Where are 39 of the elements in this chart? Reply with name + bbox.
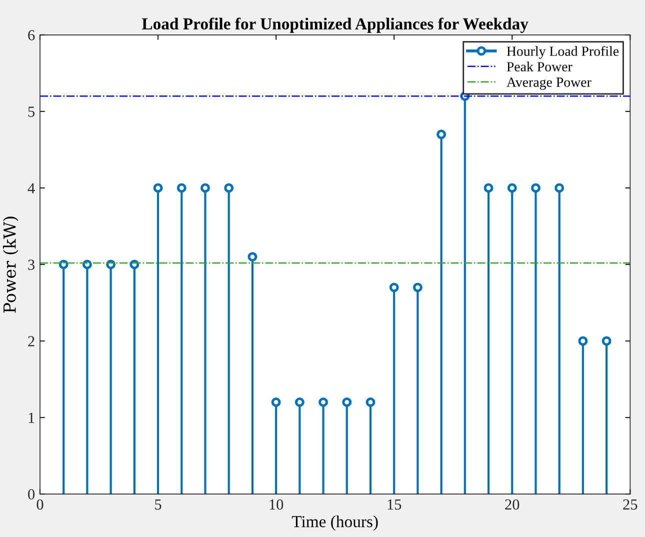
legend-label: Hourly Load Profile — [506, 46, 619, 59]
x-axis-title: Time (hours) — [292, 516, 378, 531]
point — [531, 183, 540, 193]
point — [554, 183, 564, 193]
x-tick-label: 5 — [155, 500, 162, 510]
x-tick-label: 15 — [388, 499, 402, 510]
y-tick-label: 4 — [28, 183, 35, 194]
point — [578, 336, 588, 346]
y-tick-label: 1 — [28, 412, 34, 423]
point — [153, 183, 163, 193]
point — [200, 183, 210, 193]
y-tick-label: 6 — [28, 30, 35, 40]
point — [224, 183, 234, 193]
x-tick-label: 0 — [36, 499, 44, 510]
point — [58, 260, 68, 270]
x-tick-label: 10 — [270, 499, 284, 510]
point — [366, 397, 376, 407]
point — [294, 397, 304, 407]
y-tick-label: 2 — [28, 336, 34, 346]
point — [248, 252, 258, 262]
point — [271, 397, 281, 407]
point — [436, 130, 446, 140]
point — [507, 183, 517, 193]
point — [484, 183, 494, 193]
point — [389, 282, 399, 292]
legend-label: Peak Power — [506, 62, 572, 72]
x-tick-label: 20 — [505, 499, 520, 510]
chart-title: Load Profile for Unoptimized Appliances for Weekday — [142, 18, 528, 33]
point — [342, 397, 352, 407]
y-axis-title: Power (kW) — [3, 216, 18, 313]
x-tick-label: 25 — [623, 499, 638, 510]
point — [176, 183, 186, 193]
y-tick-label: 5 — [28, 106, 35, 117]
y-tick-label: 3 — [28, 260, 35, 270]
y-tick-label: 0 — [28, 489, 35, 500]
point — [318, 397, 328, 407]
point — [412, 282, 422, 292]
legend-label: Average Power — [506, 78, 592, 90]
point — [602, 336, 612, 346]
